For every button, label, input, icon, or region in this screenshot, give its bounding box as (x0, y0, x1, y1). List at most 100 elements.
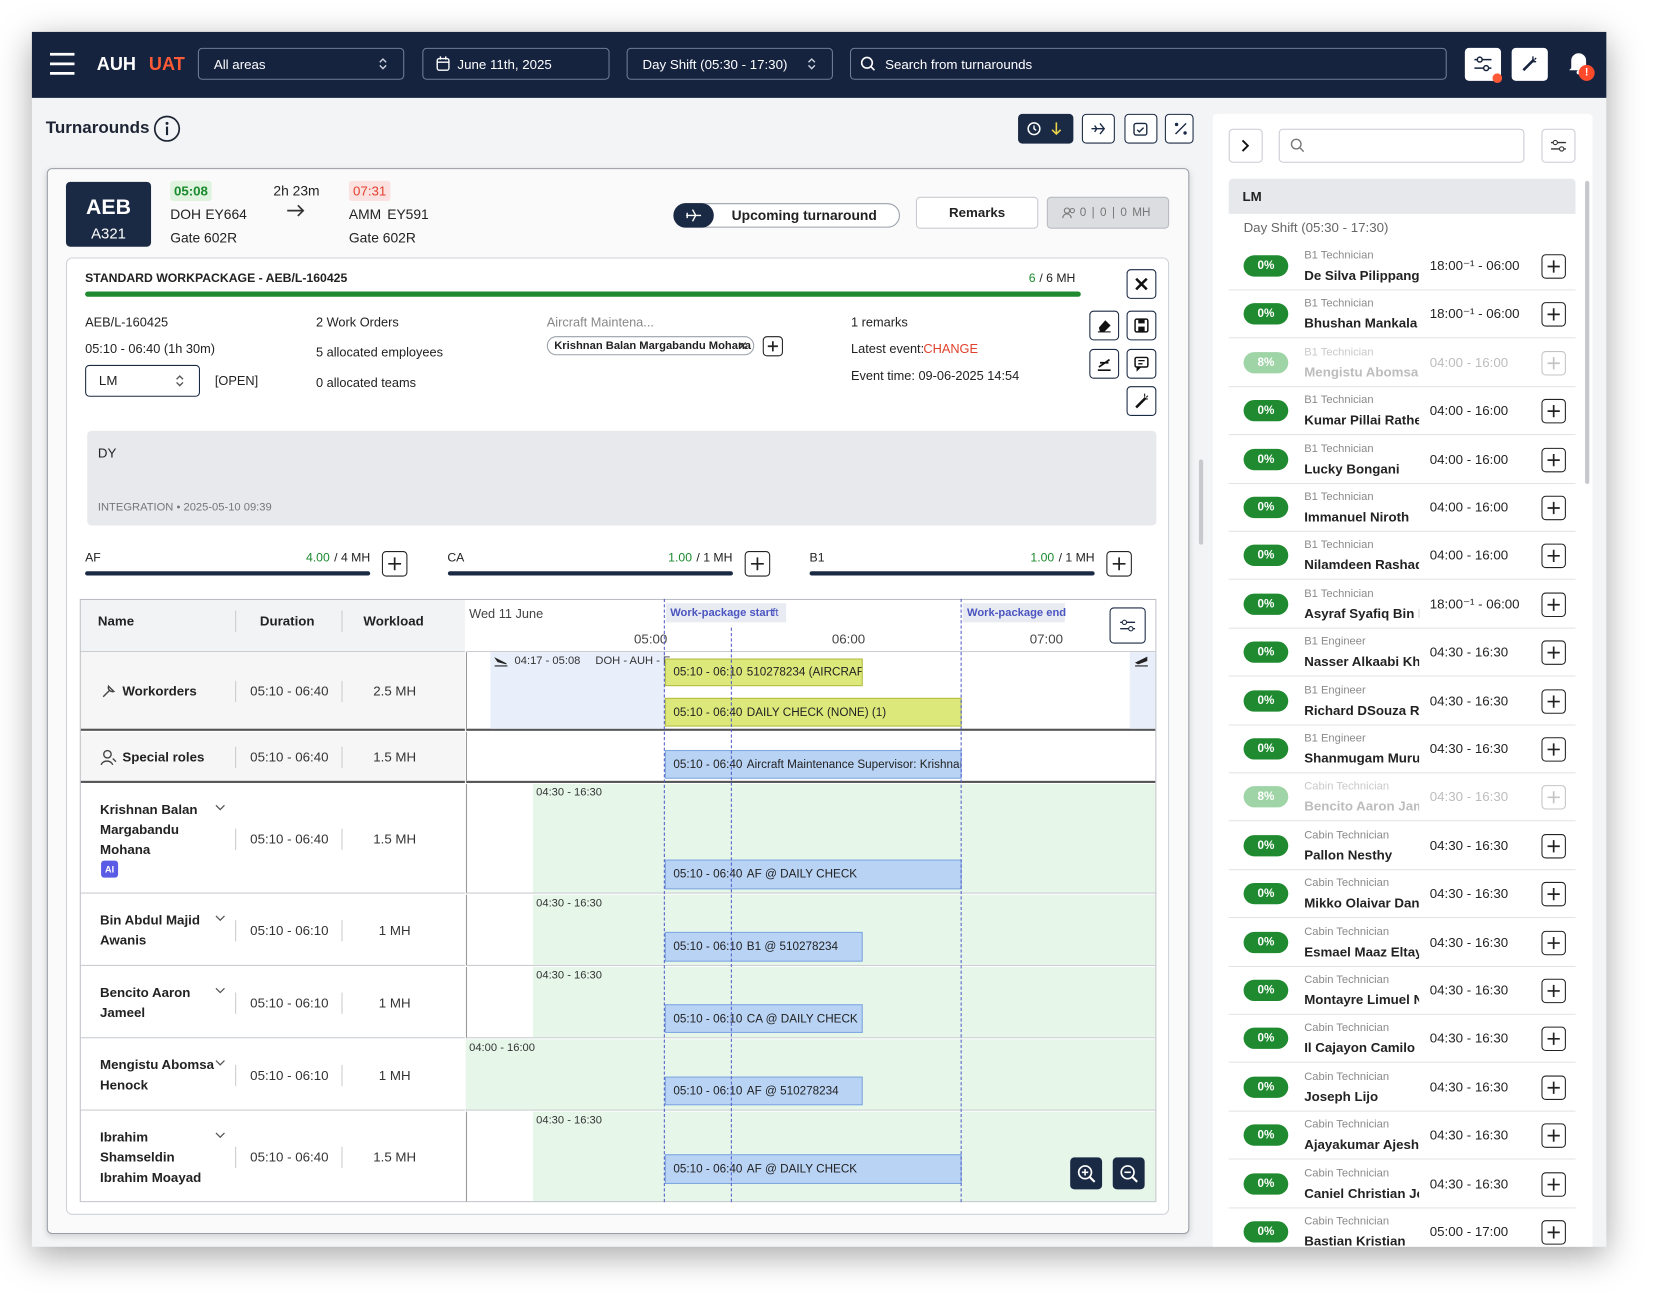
latest-event-label: Latest event: (851, 340, 924, 357)
icon-shape (1548, 888, 1560, 900)
note: DY (98, 445, 116, 462)
task-bar[interactable]: 05:10 - 06:10B1 @ 510278234 (665, 932, 863, 962)
calendar-icon (436, 56, 450, 71)
menu-icon[interactable] (49, 51, 76, 77)
icon-shape (1137, 361, 1144, 371)
employee-role: Cabin Technician (1304, 1116, 1389, 1133)
icon-shape (1477, 57, 1482, 62)
employee-shift: 18:00⁻¹ - 06:00 (1430, 306, 1520, 323)
plus-icon (1541, 737, 1565, 761)
employee-name: Lucky Bongani (1304, 460, 1419, 477)
notification-count: ! (1585, 64, 1589, 81)
employee-shift: 04:30 - 16:30 (1430, 982, 1508, 999)
skill-total: / 1 MH (696, 550, 732, 567)
icon-shape (1548, 260, 1560, 272)
task-bar[interactable]: 05:10 - 06:40 Aircraft Maintenance Superv… (665, 750, 962, 779)
allocation: 0% (1257, 1175, 1274, 1192)
employee-name: Mengistu Abomsa Henock (100, 1055, 219, 1095)
employee-role: B1 Technician (1304, 343, 1373, 360)
group-name: LM (1243, 188, 1262, 205)
time-label: 07:00 (1030, 631, 1063, 648)
sidebar-search[interactable] (1279, 129, 1525, 163)
employee-name: Montayre Limuel Na (1304, 991, 1419, 1008)
icon-shape (768, 341, 778, 351)
row-icon (100, 683, 117, 700)
info-icon[interactable] (153, 115, 181, 143)
station: LM (99, 372, 117, 389)
employee-role: B1 Technician (1304, 247, 1373, 264)
workload: 2.5 MH (373, 683, 416, 700)
plus-icon (1541, 399, 1565, 423)
cell-divider (341, 828, 342, 849)
bar-time: 05:10 - 06:10 (673, 1010, 742, 1027)
status: Upcoming turnaround (732, 207, 877, 224)
icon-shape (104, 751, 111, 758)
bar-time: 05:10 - 06:40 (673, 756, 742, 773)
wand-icon (1521, 55, 1538, 72)
allocation: 0% (1257, 547, 1274, 564)
duration: 05:10 - 06:10 (250, 1066, 328, 1083)
chip-remove[interactable] (738, 341, 747, 350)
task-bar[interactable]: 05:10 - 06:10510278234 (AIRCRAFT) (665, 658, 863, 686)
employee-shift: 04:30 - 16:30 (1430, 1127, 1508, 1144)
employee-name: Il Cajayon Camilo (1304, 1040, 1419, 1057)
icon-shape (494, 658, 507, 665)
icon-shape (1548, 985, 1560, 997)
icon-shape (1300, 148, 1304, 152)
cell-divider (341, 681, 342, 702)
plus-icon (1541, 1172, 1565, 1196)
employee-name: Shanmugam Muruh (1304, 750, 1419, 767)
allocation: 0% (1257, 257, 1274, 274)
skill-done: 1.00 (1030, 550, 1054, 567)
icon-shape (1523, 60, 1534, 71)
remarks-label: Remarks (949, 204, 1005, 221)
bar-label: Aircraft Maintenance Supervisor: Krishna… (747, 756, 962, 773)
cell-divider (235, 992, 236, 1013)
zoom-icon (1119, 1164, 1138, 1183)
takeoff-icon (1134, 656, 1149, 667)
icon-shape (437, 59, 449, 71)
arrival-from: DOH (170, 206, 201, 223)
employee-role: B1 Technician (1304, 585, 1373, 602)
task-bar[interactable]: 05:10 - 06:40AF @ DAILY CHECK (665, 1154, 962, 1184)
departure-flight: EY591 (387, 206, 429, 223)
page-title: Turnarounds (46, 120, 150, 137)
marker-line (961, 599, 963, 1202)
action-icon (1134, 356, 1149, 371)
zoom-icon (1077, 1164, 1096, 1183)
icon-shape (1135, 657, 1148, 666)
progress-total: / 6 MH (1039, 270, 1075, 287)
bar-label: AF @ DAILY CHECK (747, 1161, 857, 1178)
icon-shape (1548, 454, 1560, 466)
duration: 05:10 - 06:40 (250, 749, 328, 766)
latest-event: CHANGE (923, 340, 978, 357)
icon-shape (1560, 147, 1564, 151)
plus-icon (1541, 254, 1565, 278)
time-label: 06:00 (832, 631, 865, 648)
icon-shape (1098, 360, 1111, 371)
task-bar[interactable]: 05:10 - 06:10AF @ 510278234 (665, 1077, 863, 1106)
icon-shape (101, 758, 116, 764)
allocation: 0% (1257, 306, 1274, 323)
state: [OPEN] (215, 372, 258, 389)
allocation: 0% (1257, 644, 1274, 661)
ground-time: 2h 23m (273, 183, 319, 200)
icon-shape (177, 376, 183, 386)
task-bar[interactable]: 05:10 - 06:10CA @ DAILY CHECK (665, 1004, 863, 1033)
allocation: 0% (1257, 934, 1274, 951)
icon-shape (739, 343, 745, 349)
employee-shift: 04:30 - 16:30 (1430, 644, 1508, 661)
icon-shape (103, 686, 114, 697)
search-icon (1290, 138, 1304, 152)
workload: 1.5 MH (373, 830, 416, 847)
bar-label: B1 @ 510278234 (747, 938, 838, 955)
task-bar[interactable]: 05:10 - 06:40DAILY CHECK (NONE) (1) (665, 698, 962, 727)
employee-shift: 04:30 - 16:30 (1430, 692, 1508, 709)
workload: 1 MH (379, 994, 411, 1011)
skill-total: / 1 MH (1059, 550, 1095, 567)
task-bar[interactable]: 05:10 - 06:40AF @ DAILY CHECK (665, 860, 962, 890)
icon-shape (1548, 695, 1560, 707)
employee-role: Cabin Technician (1304, 778, 1389, 795)
plus-icon (1541, 1124, 1565, 1148)
plus-icon (1541, 447, 1565, 471)
